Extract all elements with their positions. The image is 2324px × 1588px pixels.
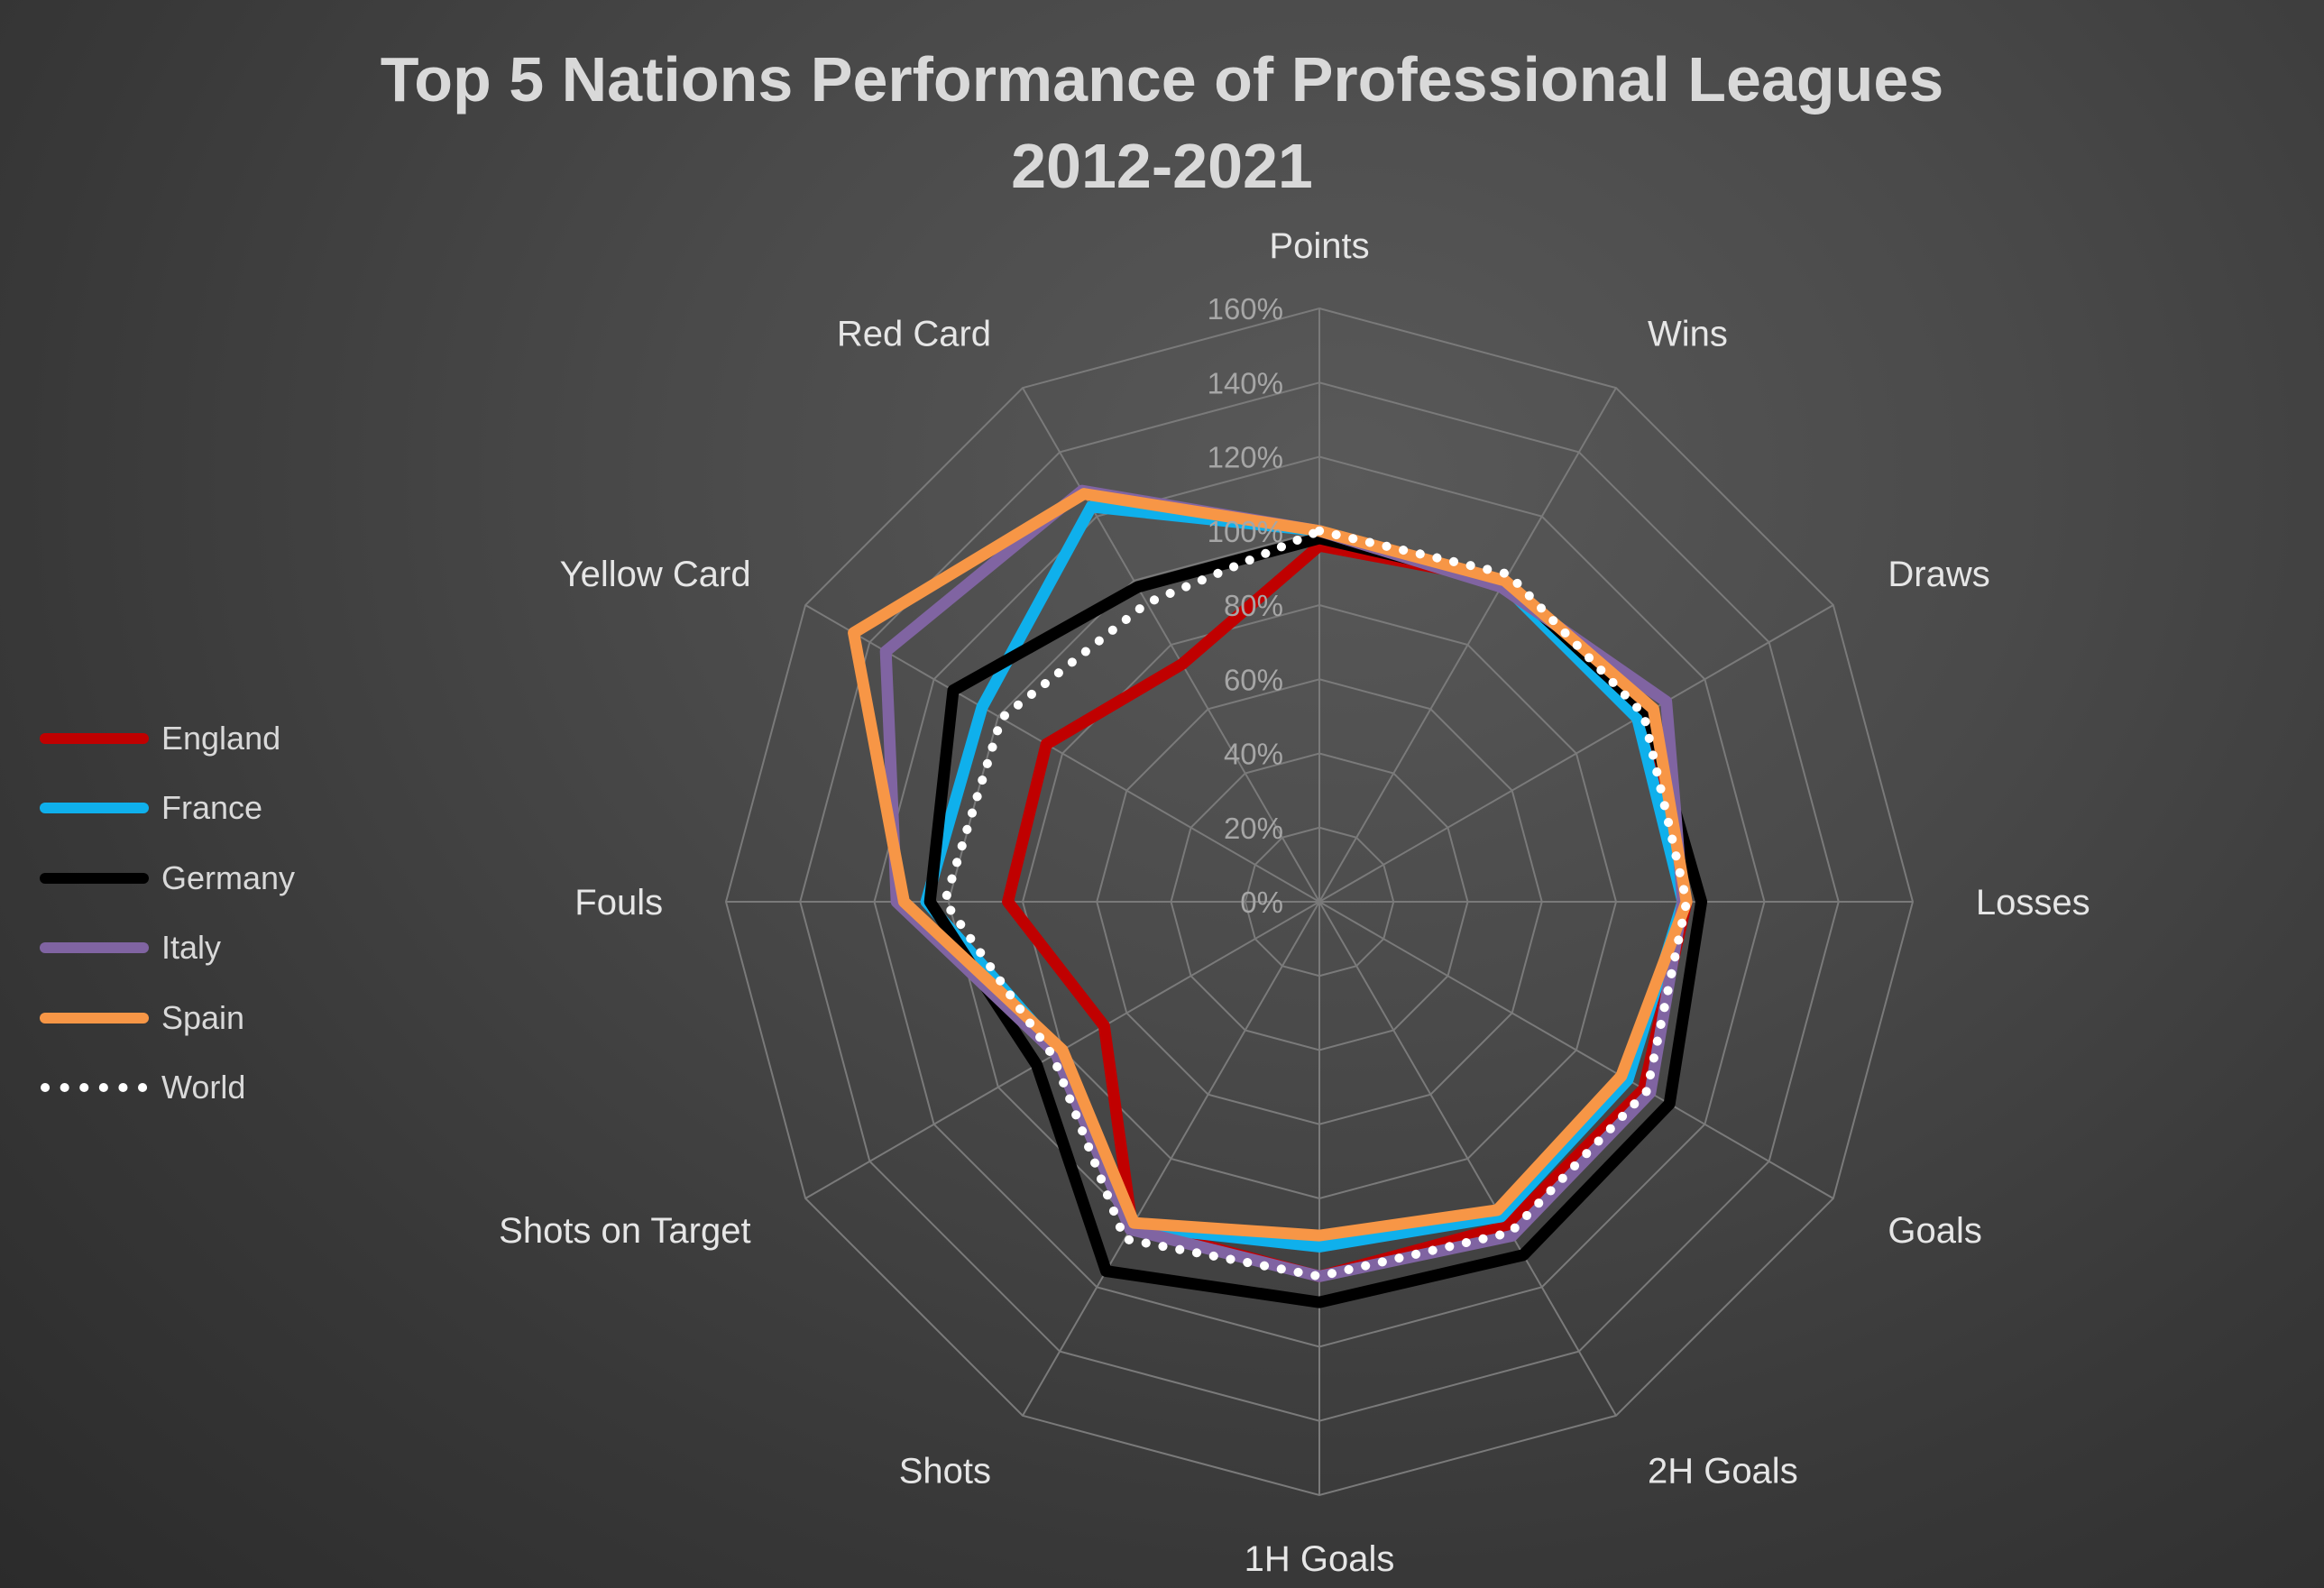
category-label: Points [1269,226,1369,266]
series-line-germany [923,532,1708,1308]
chart-title-line-1: Top 5 Nations Performance of Professiona… [380,44,1944,115]
legend-swatch-spain [38,1012,151,1024]
series-line-world [940,526,1692,1281]
grid-spoke [1022,387,1320,903]
legend-item-england: England [38,703,295,774]
radar-series [848,484,1708,1308]
legend-label-italy: Italy [161,929,222,967]
radar-labels: 0% 20% 40% 60% 80% 100% 120% 140% 160% Points Wins… [499,226,2090,1579]
category-label: Losses [1976,883,2090,923]
r-tick-label: 160% [1208,292,1283,326]
legend-label-england: England [161,719,281,757]
legend-label-germany: Germany [161,858,296,896]
grid-spoke [1318,901,1617,1417]
legend-swatch-italy [38,941,151,954]
category-label: 2H Goals [1648,1451,1798,1491]
r-tick-label: 60% [1224,663,1283,696]
category-label: Yellow Card [560,555,751,594]
category-label: Draws [1888,555,1989,594]
legend-item-world: World [38,1053,295,1124]
r-tick-label: 120% [1208,441,1283,474]
category-label: Shots on Target [499,1211,750,1251]
r-tick-label: 80% [1224,589,1283,622]
legend-item-germany: Germany [38,843,295,913]
legend: England France Germany Italy Spain World [38,703,295,1123]
legend-swatch-england [38,732,151,745]
r-tick-label: 40% [1224,738,1283,771]
r-tick-label: 20% [1224,812,1283,845]
r-tick-label: 140% [1208,366,1283,399]
chart-title-line-2: 2012-2021 [1011,131,1313,201]
series-line-spain [848,488,1693,1242]
legend-swatch-germany [38,872,151,885]
chart-title: Top 5 Nations Performance of Professiona… [0,36,2324,209]
category-label: Wins [1648,315,1728,354]
legend-item-italy: Italy [38,913,295,984]
grid-spoke [1318,901,1834,1199]
category-label: Goals [1888,1211,1982,1251]
category-label: Red Card [837,315,991,354]
category-label: Fouls [574,883,663,923]
grid-spoke [1022,901,1320,1417]
category-label: Shots [899,1451,991,1491]
legend-item-spain: Spain [38,983,295,1053]
legend-label-spain: Spain [161,998,245,1036]
legend-swatch-france [38,802,151,814]
grid-spoke [1318,604,1834,903]
legend-item-france: France [38,774,295,844]
grid-spoke [1318,387,1617,903]
category-label: 1H Goals [1245,1539,1395,1579]
legend-label-world: World [161,1069,246,1106]
r-tick-label: 100% [1208,515,1283,548]
legend-swatch-world [38,1081,151,1094]
r-tick-label: 0% [1240,886,1283,919]
legend-label-france: France [161,789,263,827]
series-line-france [920,500,1689,1253]
